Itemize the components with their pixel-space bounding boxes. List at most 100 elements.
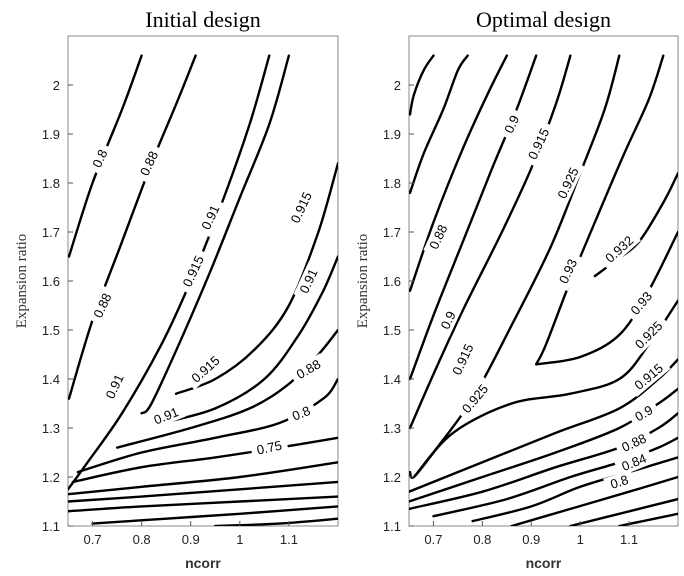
contour-label-bg — [284, 400, 318, 427]
contour-line — [68, 480, 338, 503]
y-tick-label: 1.5 — [42, 323, 60, 338]
chart-title: Optimal design — [476, 7, 611, 32]
contour-label-bg — [249, 435, 289, 460]
y-tick-label: 1.7 — [383, 225, 401, 240]
contour-label-bg — [627, 399, 661, 428]
contour-line — [569, 497, 678, 526]
panel-optimal-design: 0.880.90.9150.9250.930.9320.930.9250.915… — [355, 7, 679, 571]
contour-label-text: 0.9 — [437, 309, 458, 332]
contour-label-bg — [597, 228, 642, 270]
contour-line — [76, 377, 338, 474]
y-tick-label: 1.9 — [42, 127, 60, 142]
contour-label-bg — [553, 251, 583, 292]
contour-label-text: 0.8 — [608, 472, 630, 492]
x-tick-label: 0.8 — [473, 532, 491, 547]
x-tick-label: 1 — [236, 532, 243, 547]
y-tick-label: 1.4 — [383, 372, 401, 387]
contour-line — [68, 461, 338, 496]
contour-label: 0.8 — [284, 400, 318, 427]
contour-line — [409, 412, 678, 511]
x-tick-label: 1 — [577, 532, 584, 547]
x-tick-label: 0.8 — [133, 532, 151, 547]
y-tick-label: 1.7 — [42, 225, 60, 240]
contour-line — [409, 358, 678, 493]
y-tick-label: 1.4 — [42, 372, 60, 387]
contour-line — [535, 54, 665, 366]
contour-label-bg — [603, 469, 636, 494]
contour-label-bg — [454, 376, 496, 421]
contour-label-bg — [284, 184, 318, 231]
contour-label-bg — [288, 353, 329, 386]
contour-label-bg — [446, 336, 480, 383]
contour-line — [409, 54, 572, 430]
contour-label-bg — [614, 427, 654, 458]
contour-line — [115, 328, 338, 449]
contour-label-text: 0.8 — [290, 403, 312, 424]
contour-line — [140, 54, 291, 415]
contour-line — [68, 54, 271, 491]
contour-label-text: 0.75 — [255, 438, 283, 458]
contour-line — [409, 54, 469, 194]
x-axis-label: ncorr — [185, 555, 221, 571]
contour-label-bg — [623, 284, 660, 323]
contour-label-bg — [176, 247, 210, 295]
x-tick-label: 0.7 — [424, 532, 442, 547]
y-tick-label: 1.9 — [383, 127, 401, 142]
y-axis-label: Expansion ratio — [14, 234, 30, 329]
x-tick-label: 1.1 — [280, 532, 298, 547]
contour-label-bg — [183, 348, 228, 390]
y-tick-label: 1.6 — [383, 274, 401, 289]
contour-label-bg — [434, 303, 462, 337]
contour-label-bg — [626, 356, 671, 397]
contour-label-bg — [134, 143, 164, 184]
y-axis-label: Expansion ratio — [355, 234, 371, 329]
contour-label-bg — [551, 159, 585, 207]
contour-label: 0.9 — [627, 399, 661, 428]
contour-label-bg — [87, 285, 118, 326]
x-tick-label: 0.7 — [84, 532, 102, 547]
y-tick-label: 1.1 — [383, 519, 401, 534]
panel-initial-design: 0.8 0.880.880.910.9150.910.9150.9150.910.… — [14, 7, 339, 571]
x-tick-label: 0.9 — [522, 532, 540, 547]
contour-line — [91, 505, 338, 525]
contour-label-text: 0.9 — [501, 113, 522, 136]
contour-line — [160, 255, 338, 425]
x-tick-label: 1.1 — [620, 532, 638, 547]
x-tick-label: 0.9 — [182, 532, 200, 547]
contour-line — [174, 162, 338, 395]
contour-label-bg — [86, 142, 114, 175]
contour-line — [409, 54, 538, 381]
y-tick-label: 1.8 — [42, 176, 60, 191]
contour-label-bg — [146, 401, 187, 431]
contour-label-bg — [99, 366, 130, 407]
contour-label-bg — [293, 261, 324, 301]
contour-label-bg — [195, 197, 226, 238]
y-tick-label: 2 — [394, 78, 401, 93]
y-tick-label: 1.1 — [42, 519, 60, 534]
contour-line — [68, 495, 338, 513]
contour-label-bg — [614, 448, 654, 477]
y-tick-label: 1.6 — [42, 274, 60, 289]
y-tick-label: 1.2 — [42, 470, 60, 485]
contour-label: 0.9 — [498, 107, 526, 141]
contour-line — [71, 436, 338, 484]
contour-line — [535, 230, 678, 366]
y-tick-label: 1.3 — [383, 421, 401, 436]
contour-line — [618, 512, 678, 526]
y-tick-label: 1.5 — [383, 323, 401, 338]
y-tick-label: 1.3 — [42, 421, 60, 436]
contour-label: 0.8 — [86, 142, 114, 175]
contour-label-bg — [498, 107, 526, 141]
contour-label-bg — [522, 120, 556, 168]
y-tick-label: 1.8 — [383, 176, 401, 191]
contour-label-bg — [423, 217, 454, 257]
contour-label: 0.75 — [249, 435, 289, 460]
contour-line — [409, 387, 678, 503]
chart-title: Initial design — [145, 7, 260, 32]
contour-line — [432, 436, 678, 518]
contour-line — [409, 54, 435, 116]
contour-line — [68, 54, 197, 400]
contour-label: 0.8 — [603, 469, 636, 494]
contour-lines — [68, 54, 338, 526]
